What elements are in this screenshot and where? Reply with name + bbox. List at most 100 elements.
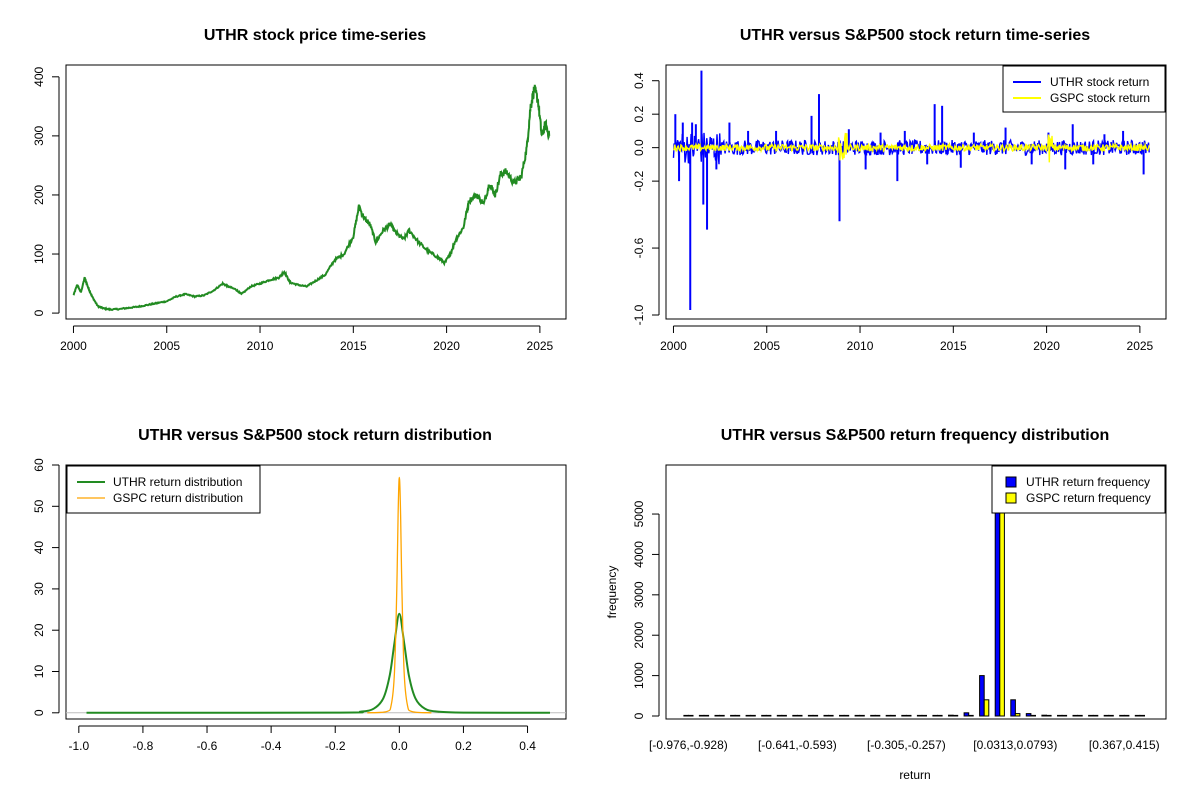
uthr-frequency-legend-swatch [1005, 476, 1017, 488]
uthr-frequency-bar [714, 714, 721, 717]
gspc-frequency-bar [952, 714, 959, 717]
uthr-frequency-bar [1072, 714, 1079, 717]
price-x-tick-label: 2025 [527, 339, 554, 353]
density-y-tick-label: 40 [32, 541, 46, 555]
gspc-frequency-bar [1077, 714, 1083, 717]
density-axes: -1.0 -0.8 -0.6 -0.4 -0.2 0.0 0.2 0.4 0 10 20 30 40 50… [32, 458, 536, 753]
uthr-frequency-bar [1057, 714, 1063, 717]
density-y-tick-label: 50 [32, 499, 46, 513]
gspc-frequency-bar [905, 714, 912, 717]
uthr-frequency-bar [916, 714, 923, 717]
uthr-frequency-legend-label: UTHR return frequency [1026, 475, 1150, 489]
frequency-y-tick-label: 2000 [632, 622, 646, 649]
density-y-tick-label: 60 [32, 458, 46, 472]
uthr-frequency-bar [807, 714, 814, 717]
returns-x-tick-label: 2010 [847, 339, 874, 353]
gspc-frequency-bar [890, 714, 896, 717]
gspc-frequency-bar [1030, 714, 1037, 717]
returns-y-tick-label: 0.4 [632, 72, 646, 89]
gspc-density-curve [367, 476, 432, 714]
price-y-tick-label: 0 [32, 309, 46, 316]
density-x-tick-label: 0.2 [455, 739, 472, 753]
price-x-tick-label: 2015 [340, 339, 367, 353]
uthr-frequency-bar [823, 714, 830, 717]
uthr-frequency-bar [932, 714, 939, 717]
gspc-frequency-bar [843, 714, 850, 717]
gspc-frequency-legend-label: GSPC return frequency [1026, 491, 1151, 505]
frequency-y-tick-label: 3000 [632, 581, 646, 608]
gspc-frequency-bar [796, 714, 803, 717]
uthr-frequency-bar [901, 714, 907, 717]
returns-legend: UTHR stock return GSPC stock return [1002, 65, 1166, 113]
returns-axes: 2000 2005 2010 2015 2020 2025 -1.0 -0.6 -0.2 0.0 0… [632, 72, 1154, 353]
gspc-frequency-legend-swatch [1005, 492, 1017, 504]
gspc-frequency-bar [719, 714, 725, 717]
uthr-return-legend-label: UTHR stock return [1050, 75, 1149, 89]
gspc-density-legend-label: GSPC return distribution [113, 491, 243, 505]
returns-x-tick-label: 2025 [1127, 339, 1154, 353]
density-series [66, 476, 566, 714]
gspc-frequency-bar [1139, 714, 1146, 717]
frequency-plot-frame [665, 464, 1167, 720]
uthr-frequency-bar [870, 714, 876, 717]
uthr-frequency-bar [994, 509, 1001, 717]
gspc-frequency-bar [1061, 714, 1068, 717]
frequency-category-label: [0.367,0.415) [1089, 738, 1160, 752]
returns-series [672, 70, 1150, 310]
uthr-frequency-bar [792, 714, 798, 717]
frequency-category-label: [-0.976,-0.928) [649, 738, 728, 752]
density-x-tick-label: -0.6 [197, 739, 218, 753]
price-plot-frame [65, 64, 567, 320]
density-y-tick-label: 10 [32, 665, 46, 679]
density-legend-box [66, 465, 261, 514]
gspc-return-legend-label: GSPC stock return [1050, 91, 1150, 105]
gspc-frequency-bar [812, 714, 819, 717]
uthr-frequency-bar [730, 714, 736, 717]
frequency-y-tick-label: 0 [632, 712, 646, 719]
price-x-tick-label: 2010 [247, 339, 274, 353]
gspc-frequency-bar [983, 699, 990, 717]
gspc-frequency-bar [734, 714, 741, 717]
returns-y-tick-label: -1.0 [632, 304, 646, 325]
uthr-frequency-bar [761, 714, 767, 717]
frequency-y-axis-label: frequency [605, 566, 619, 619]
uthr-frequency-bar [683, 714, 690, 717]
uthr-frequency-bar [839, 714, 845, 717]
uthr-frequency-bar [948, 714, 954, 717]
uthr-frequency-bar [1010, 699, 1016, 717]
gspc-frequency-bar [703, 714, 710, 717]
price-chart: UTHR stock price time-series 2000 2005 201… [32, 27, 567, 353]
uthr-frequency-bar [1119, 714, 1125, 717]
uthr-frequency-bar [1088, 714, 1094, 717]
returns-y-tick-label: 0.0 [632, 139, 646, 156]
returns-chart: UTHR versus S&P500 stock return time-ser… [632, 27, 1167, 353]
frequency-bars [683, 509, 1146, 717]
density-chart-title: UTHR versus S&P500 stock return distribu… [138, 427, 492, 444]
gspc-frequency-bar [687, 714, 694, 717]
frequency-chart-title: UTHR versus S&P500 return frequency dist… [721, 427, 1110, 444]
frequency-legend: UTHR return frequency GSPC return freque… [991, 465, 1166, 514]
returns-y-tick-label: 0.2 [632, 106, 646, 123]
gspc-frequency-bar [937, 714, 943, 717]
uthr-frequency-bar [745, 714, 752, 717]
density-chart: UTHR versus S&P500 stock return distribu… [32, 427, 567, 753]
gspc-frequency-bar [1108, 714, 1114, 717]
density-x-tick-label: -0.4 [261, 739, 282, 753]
price-axes: 2000 2005 2010 2015 2020 2025 0 100 200 300 400 [32, 66, 554, 353]
uthr-frequency-bar [885, 714, 892, 717]
gspc-return-line [672, 132, 1150, 163]
uthr-frequency-bar [776, 714, 783, 717]
uthr-frequency-bar [963, 712, 970, 717]
density-plot-frame [65, 464, 567, 720]
density-legend: UTHR return distribution GSPC return dis… [66, 465, 261, 514]
gspc-frequency-bar [750, 714, 756, 717]
density-x-tick-label: 0.4 [519, 739, 536, 753]
gspc-frequency-bar [1092, 714, 1099, 717]
gspc-frequency-bar [781, 714, 787, 717]
returns-chart-title: UTHR versus S&P500 stock return time-ser… [740, 27, 1090, 44]
frequency-x-axis-label: return [899, 768, 930, 782]
density-x-tick-label: 0.0 [391, 739, 408, 753]
returns-x-tick-label: 2000 [660, 339, 687, 353]
density-y-tick-label: 0 [32, 709, 46, 716]
